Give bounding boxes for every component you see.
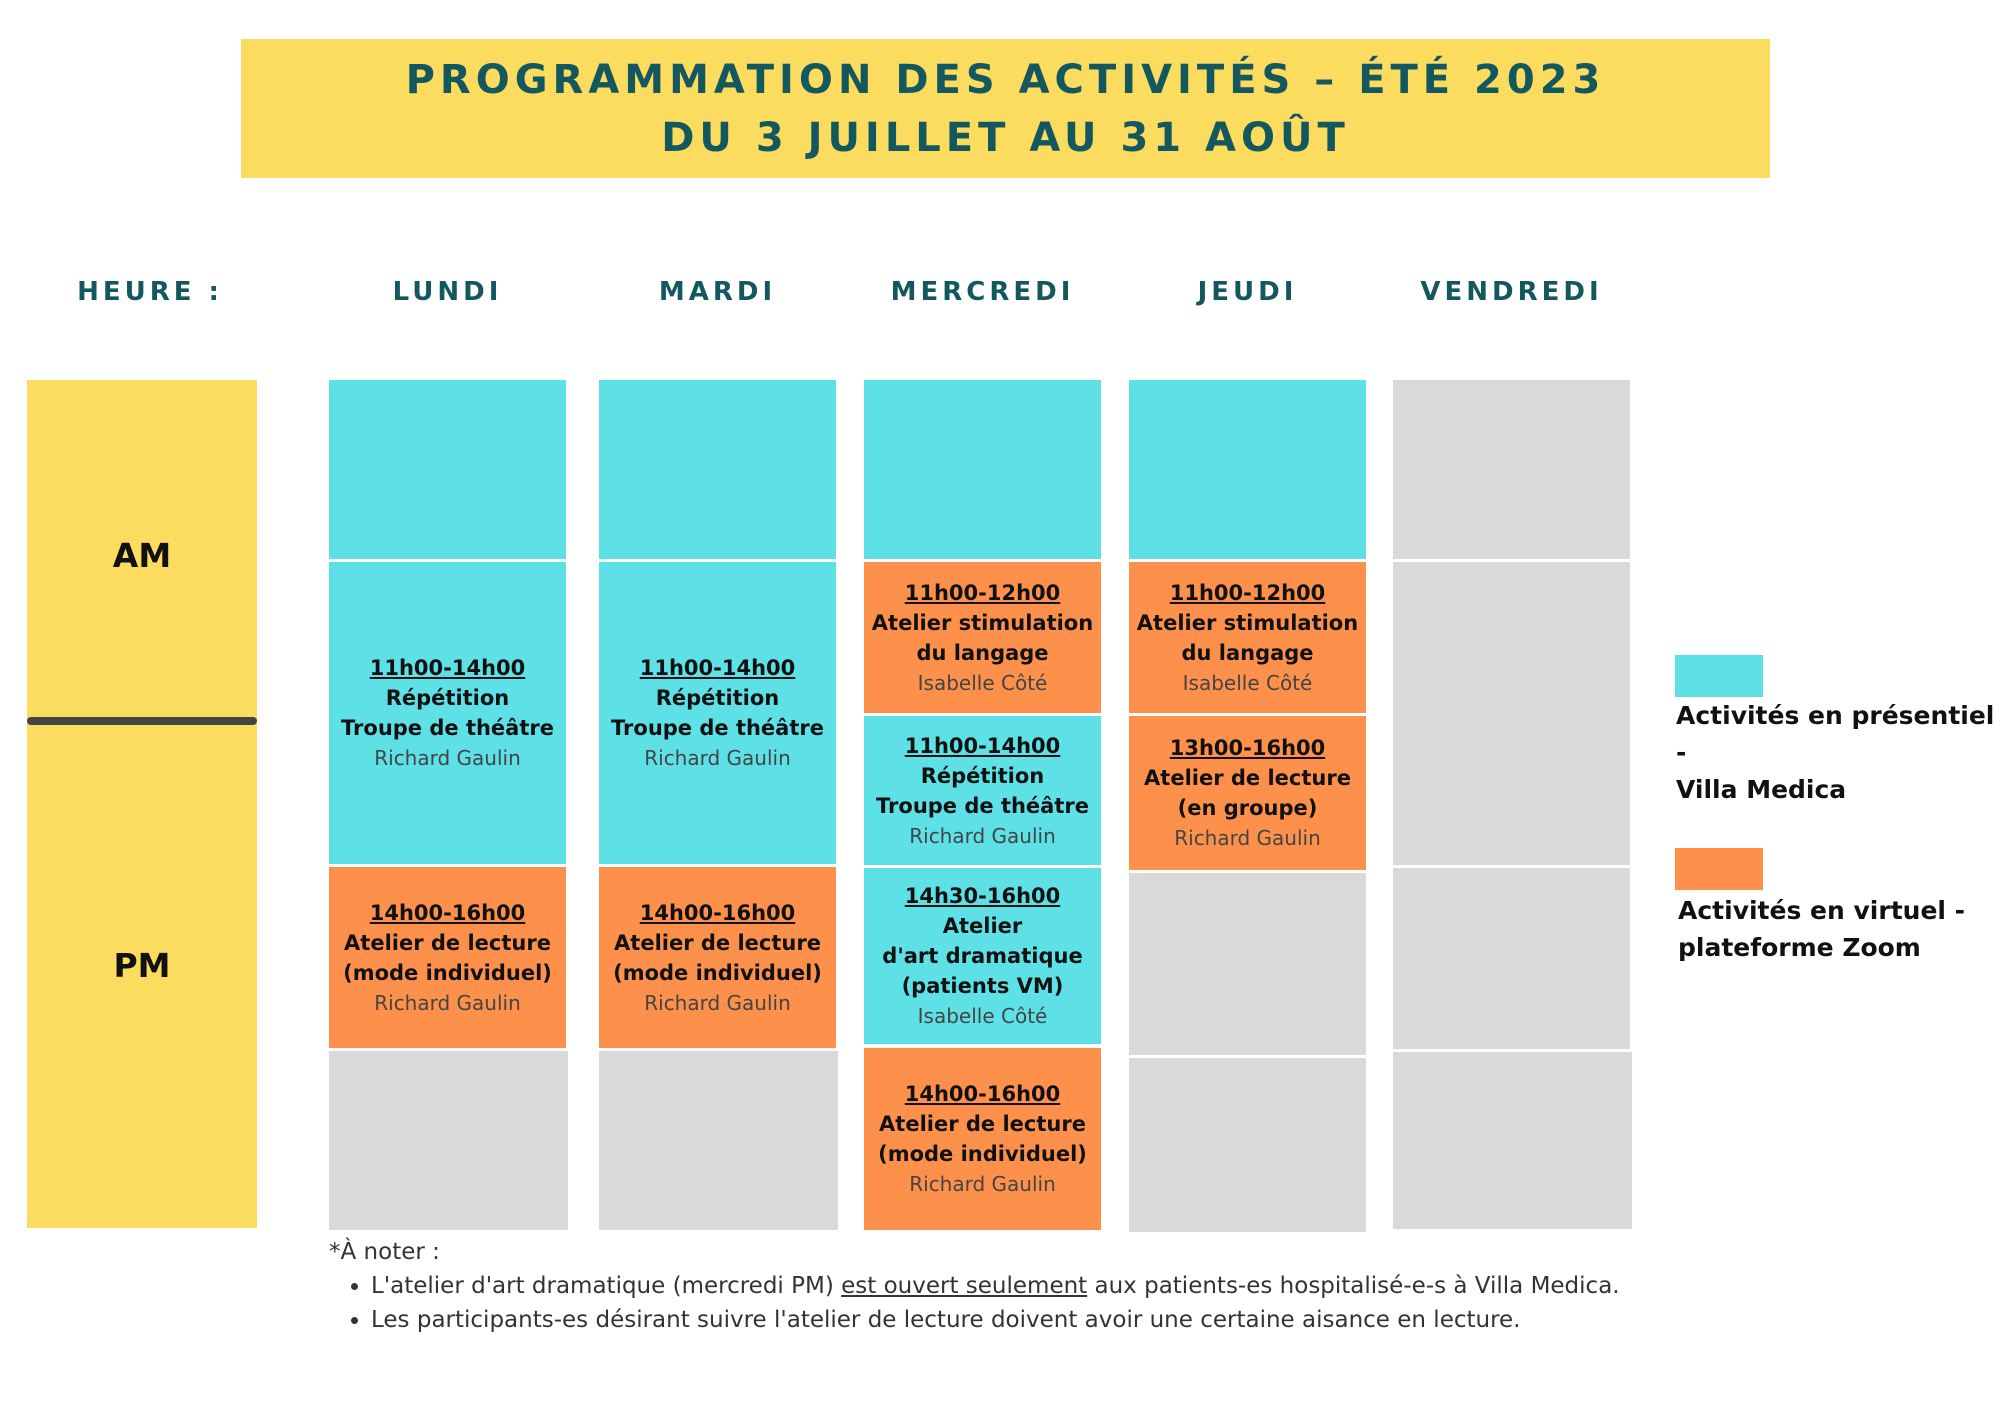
activity-card: 11h00-12h00 Atelier stimulation du langa… — [1129, 562, 1366, 713]
note-item: L'atelier d'art dramatique (mercredi PM)… — [371, 1269, 1779, 1303]
empty-slot — [599, 1051, 838, 1230]
empty-slot — [1393, 380, 1630, 559]
slot-lundi-early — [329, 380, 566, 559]
activity-leader: Richard Gaulin — [909, 1172, 1056, 1196]
activity-time: 11h00-12h00 — [904, 580, 1061, 605]
activity-time: 11h00-12h00 — [1169, 580, 1326, 605]
activity-name: du langage — [1181, 640, 1314, 665]
activity-leader: Richard Gaulin — [374, 990, 521, 1015]
title-banner: PROGRAMMATION DES ACTIVITÉS – ÉTÉ 2023 D… — [241, 39, 1770, 178]
activity-card: 11h00-12h00 Atelier stimulation du langa… — [864, 562, 1101, 713]
note-emphasis: est ouvert seulement — [841, 1273, 1088, 1299]
activity-leader: Richard Gaulin — [909, 823, 1056, 848]
activity-name: Troupe de théâtre — [611, 716, 824, 740]
note-text: L'atelier d'art dramatique (mercredi PM) — [371, 1273, 842, 1299]
notes-heading: *À noter : — [329, 1239, 440, 1265]
activity-time: 11h00-14h00 — [639, 656, 796, 680]
activity-name: Troupe de théâtre — [341, 716, 554, 740]
activity-name: du langage — [916, 640, 1049, 665]
activity-card: 14h00-16h00 Atelier de lecture (mode ind… — [599, 867, 836, 1048]
activity-leader: Isabelle Côté — [1182, 670, 1313, 695]
activity-time: 14h00-16h00 — [904, 1082, 1061, 1106]
empty-slot — [1393, 562, 1630, 865]
activity-card: 13h00-16h00 Atelier de lecture (en group… — [1129, 716, 1366, 870]
legend-virtuel-line2: plateforme Zoom — [1678, 933, 1921, 962]
activity-leader: Richard Gaulin — [644, 990, 791, 1015]
column-header-lundi: LUNDI — [392, 277, 503, 307]
activity-name: (patients VM) — [901, 974, 1064, 998]
legend-virtuel-line1: Activités en virtuel - — [1678, 896, 1966, 925]
slot-jeudi-early — [1129, 380, 1366, 559]
period-pm-label: PM — [113, 946, 171, 985]
page-title-line2: DU 3 JUILLET AU 31 AOÛT — [661, 114, 1350, 161]
activity-card: 11h00-14h00 Répétition Troupe de théâtre… — [599, 562, 836, 864]
activity-time: 11h00-14h00 — [904, 733, 1061, 758]
column-header-jeudi: JEUDI — [1197, 277, 1298, 307]
column-header-mardi: MARDI — [658, 277, 777, 307]
activity-time: 13h00-16h00 — [1169, 736, 1326, 760]
column-header-vendredi: VENDREDI — [1420, 277, 1603, 307]
activity-name: Atelier — [942, 914, 1023, 938]
activity-name: (en groupe) — [1177, 796, 1318, 820]
notes-section: *À noter : L'atelier d'art dramatique (m… — [329, 1235, 1779, 1337]
activity-time: 11h00-14h00 — [369, 656, 526, 680]
legend-presentiel-line2: Villa Medica — [1676, 775, 1847, 804]
activity-name: Atelier stimulation — [871, 610, 1094, 635]
activity-time: 14h00-16h00 — [639, 900, 796, 925]
activity-name: (mode individuel) — [613, 960, 822, 985]
note-item: Les participants-es désirant suivre l'at… — [371, 1303, 1779, 1337]
activity-name: Troupe de théâtre — [876, 793, 1089, 818]
period-am-label: AM — [112, 536, 172, 575]
activity-leader: Isabelle Côté — [917, 670, 1048, 695]
activity-name: Atelier stimulation — [1136, 610, 1359, 635]
note-text: aux patients-es hospitalisé-e-s à Villa … — [1087, 1273, 1620, 1299]
activity-time: 14h30-16h00 — [904, 884, 1061, 908]
activity-name: (mode individuel) — [343, 960, 552, 985]
time-bar — [27, 380, 257, 1228]
page-title-line1: PROGRAMMATION DES ACTIVITÉS – ÉTÉ 2023 — [405, 56, 1606, 103]
empty-slot — [1129, 873, 1366, 1055]
legend-label-presentiel: Activités en présentiel - Villa Medica — [1676, 697, 1996, 808]
column-header-heure: HEURE : — [77, 277, 223, 307]
activity-card: 11h00-14h00 Répétition Troupe de théâtre… — [864, 716, 1101, 865]
activity-card: 14h00-16h00 Atelier de lecture (mode ind… — [864, 1048, 1101, 1230]
am-pm-divider — [27, 717, 257, 725]
activity-name: Répétition — [385, 686, 510, 710]
column-header-mercredi: MERCREDI — [890, 277, 1075, 307]
activity-leader: Isabelle Côté — [917, 1004, 1048, 1028]
empty-slot — [1129, 1058, 1366, 1232]
legend-label-virtuel: Activités en virtuel - plateforme Zoom — [1678, 892, 1978, 966]
activity-name: Atelier de lecture — [344, 930, 551, 955]
activity-card: 14h00-16h00 Atelier de lecture (mode ind… — [329, 867, 566, 1048]
activity-leader: Richard Gaulin — [1174, 826, 1321, 850]
activity-leader: Richard Gaulin — [374, 746, 521, 770]
legend-swatch-presentiel — [1675, 655, 1763, 697]
slot-mardi-early — [599, 380, 836, 559]
activity-leader: Richard Gaulin — [644, 746, 791, 770]
slot-mercredi-early — [864, 380, 1101, 559]
empty-slot — [1393, 868, 1630, 1049]
activity-name: Atelier de lecture — [879, 1112, 1086, 1136]
notes-list: L'atelier d'art dramatique (mercredi PM)… — [329, 1269, 1779, 1337]
legend-presentiel-line1: Activités en présentiel - — [1676, 701, 1995, 767]
legend-swatch-virtuel — [1675, 848, 1763, 890]
activity-name: (mode individuel) — [878, 1142, 1087, 1166]
activity-time: 14h00-16h00 — [369, 900, 526, 925]
activity-name: d'art dramatique — [882, 944, 1083, 968]
empty-slot — [1393, 1052, 1632, 1229]
activity-name: Atelier de lecture — [614, 930, 821, 955]
empty-slot — [329, 1051, 568, 1230]
activity-name: Atelier de lecture — [1144, 766, 1351, 790]
activity-card: 14h30-16h00 Atelier d'art dramatique (pa… — [864, 868, 1101, 1044]
activity-card: 11h00-14h00 Répétition Troupe de théâtre… — [329, 562, 566, 864]
activity-name: Répétition — [655, 686, 780, 710]
activity-name: Répétition — [920, 763, 1045, 788]
